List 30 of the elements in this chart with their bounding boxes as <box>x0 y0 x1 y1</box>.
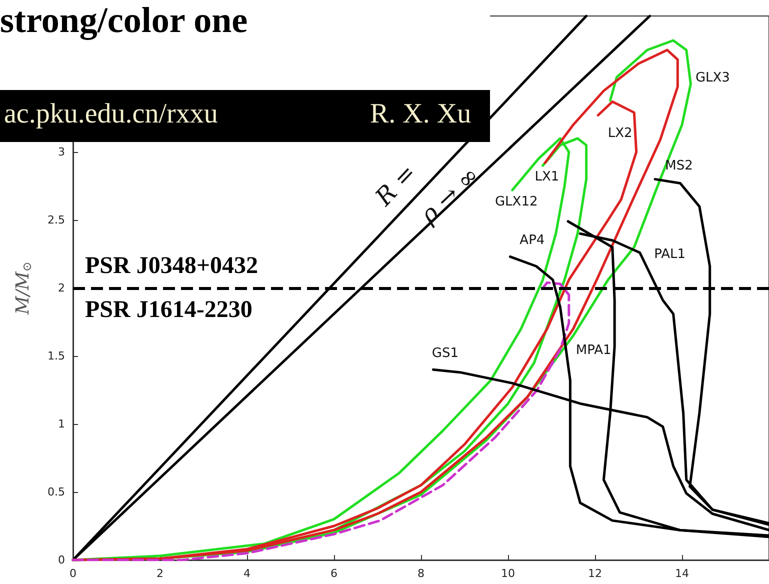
annotation: ac.pku.edu.cn/rxxu <box>4 98 218 130</box>
series-label: PAL1 <box>654 247 686 262</box>
series-label: MPA1 <box>576 342 612 358</box>
x-tick-label: 2 <box>156 567 164 580</box>
annotation: R. X. Xu <box>370 98 472 130</box>
x-tick-label: 10 <box>501 567 515 580</box>
y-tick-label: 0.5 <box>48 486 65 498</box>
series-label: GLX3 <box>695 70 730 86</box>
x-tick-label: 12 <box>588 567 602 580</box>
y-tick-label: 3 <box>58 146 65 158</box>
y-tick-label: 1.5 <box>48 350 65 362</box>
series-label: LX2 <box>608 126 632 141</box>
annotation: PSR J1614-2230 <box>85 297 252 323</box>
y-tick-label: 2.5 <box>48 214 65 226</box>
x-tick-label: 14 <box>675 567 689 580</box>
series-label: GLX12 <box>494 194 538 210</box>
y-tick-label: 1 <box>58 418 65 430</box>
series-label: AP4 <box>520 233 545 248</box>
x-tick-label: 8 <box>418 567 424 580</box>
series-label: GS1 <box>432 346 458 362</box>
chart-title: strong/color one <box>0 0 248 40</box>
series-label: MS2 <box>665 158 693 174</box>
x-tick-label: 4 <box>244 567 250 580</box>
ref-line-label: PSR J0348+0432 <box>85 253 258 279</box>
y-tick-label: 2 <box>58 282 65 294</box>
y-axis-title: M/M⊙ <box>12 262 34 316</box>
x-tick-label: 6 <box>330 567 338 580</box>
series-label: LX1 <box>534 169 560 184</box>
x-tick-label: 0 <box>70 567 76 580</box>
y-tick-label: 0 <box>58 554 65 566</box>
